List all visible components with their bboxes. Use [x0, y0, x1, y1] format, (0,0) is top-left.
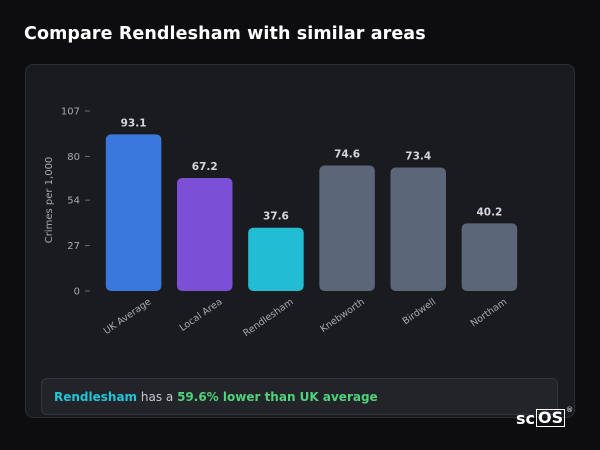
y-tick-label: 27	[67, 241, 80, 252]
y-tick-label: 0	[74, 287, 80, 298]
summary-banner: Rendlesham has a 59.6% lower than UK ave…	[41, 378, 558, 415]
x-tick-label: Birdwell	[401, 296, 438, 327]
value-label: 37.6	[263, 211, 289, 223]
scos-logo: sc OS ®	[516, 406, 574, 428]
logo-os: OS	[536, 408, 566, 427]
x-axis: UK Average Local Area Rendlesham Knebworth B…	[102, 296, 509, 339]
x-tick-label: Knebworth	[318, 296, 366, 334]
bars	[105, 134, 518, 291]
value-label: 73.4	[405, 151, 431, 163]
bar-knebworth	[319, 165, 375, 291]
value-label: 74.6	[334, 149, 360, 161]
x-tick-label: Rendlesham	[241, 296, 295, 339]
x-tick-label: Local Area	[178, 296, 225, 333]
page-title: Compare Rendlesham with similar areas	[24, 24, 426, 44]
value-label: 40.2	[476, 206, 502, 218]
summary-stat: 59.6% lower than UK average	[177, 390, 378, 404]
bar-uk-average	[105, 134, 162, 291]
y-tick-label: 80	[67, 152, 80, 163]
summary-middle: has a	[137, 390, 178, 404]
bar-northam	[461, 223, 518, 291]
x-tick-label: Northam	[469, 296, 509, 329]
value-labels: 93.1 67.2 37.6 74.6 73.4 40.2	[121, 117, 503, 222]
y-tick-label: 107	[61, 107, 80, 118]
x-tick-label: UK Average	[102, 296, 154, 337]
value-label: 67.2	[192, 161, 218, 173]
value-label: 93.1	[121, 117, 147, 129]
summary-area: Rendlesham	[54, 390, 138, 404]
y-axis: 0 27 54 80 107	[61, 107, 90, 298]
logo-sc: sc	[516, 409, 536, 428]
bar-rendlesham	[248, 227, 304, 291]
bar-local-area	[176, 177, 233, 291]
y-axis-label: Crimes per 1,000	[44, 157, 55, 244]
logo-reg: ®	[566, 406, 574, 414]
bar-birdwell	[390, 167, 447, 291]
y-tick-label: 54	[67, 196, 80, 207]
bar-chart: 0 27 54 80 107 93.1 67.2 37.6 74.6 73.4 40.2 UK A…	[44, 107, 518, 339]
